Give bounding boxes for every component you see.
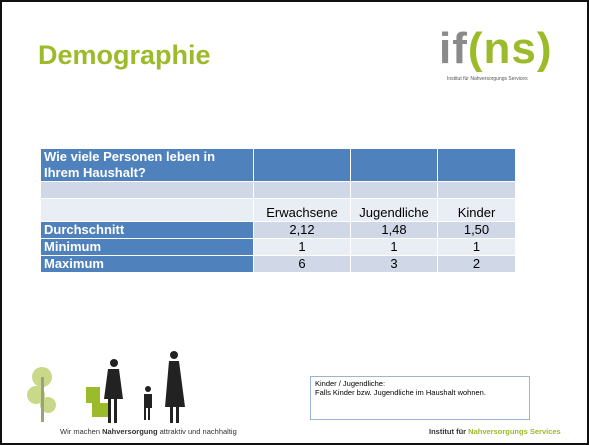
table-cell [41, 182, 254, 199]
footer-text: attraktiv und nachhaltig [158, 427, 237, 436]
table-cell: Wie viele Personen leben in Ihrem Hausha… [41, 149, 254, 182]
footer-right: Institut für Nahversorgungs Services [429, 427, 561, 436]
table-cell [254, 149, 351, 182]
logo-left: if [439, 24, 468, 73]
footer-left: Wir machen Nahversorgung attraktiv und n… [60, 427, 237, 436]
table-cell: 6 [254, 256, 351, 273]
logo: if(ns) Institut für Nahversorgungs Servi… [439, 24, 579, 94]
table-cell [254, 182, 351, 199]
table-cell [41, 199, 254, 222]
bags [86, 387, 108, 417]
table-cell: 3 [351, 256, 438, 273]
table-cell: Erwachsene [254, 199, 351, 222]
table-cell: 1,48 [351, 222, 438, 239]
table-cell: 1 [438, 239, 516, 256]
table-cell: 2 [438, 256, 516, 273]
table-cell: 2,12 [254, 222, 351, 239]
table-cell: Durchschnitt [41, 222, 254, 239]
note-line: Kinder / Jugendliche: [315, 379, 525, 388]
table-cell: 1,50 [438, 222, 516, 239]
logo-right: (ns) [468, 24, 553, 73]
table-cell: Kinder [438, 199, 516, 222]
note-box: Kinder / Jugendliche: Falls Kinder bzw. … [310, 376, 530, 420]
table-cell [351, 182, 438, 199]
table-cell [438, 182, 516, 199]
footer-bold: Nahversorgung [102, 427, 157, 436]
footer-green: Nahversorgungs Services [468, 427, 561, 436]
table-cell: Jugendliche [351, 199, 438, 222]
logo-mark: if(ns) [439, 24, 553, 74]
table-cell: 1 [351, 239, 438, 256]
note-line: Falls Kinder bzw. Jugendliche im Haushal… [315, 388, 525, 397]
slide: Demographie if(ns) Institut für Nahverso… [0, 0, 589, 445]
people [104, 351, 185, 423]
table-cell: 1 [254, 239, 351, 256]
trunk [41, 377, 44, 422]
data-table: Wie viele Personen leben in Ihrem Hausha… [40, 148, 516, 273]
slide-title: Demographie [38, 40, 211, 71]
illustration [22, 347, 222, 427]
table-row [41, 182, 516, 199]
table-cell [438, 149, 516, 182]
table-cell [351, 149, 438, 182]
logo-caption: Institut für Nahversorgungs Services [447, 76, 528, 82]
footer-text: Wir machen [60, 427, 102, 436]
footer-text: Institut für [429, 427, 468, 436]
table-cell: Minimum [41, 239, 254, 256]
table-row: Wie viele Personen leben in Ihrem Hausha… [41, 149, 516, 182]
table-cell: Maximum [41, 256, 254, 273]
